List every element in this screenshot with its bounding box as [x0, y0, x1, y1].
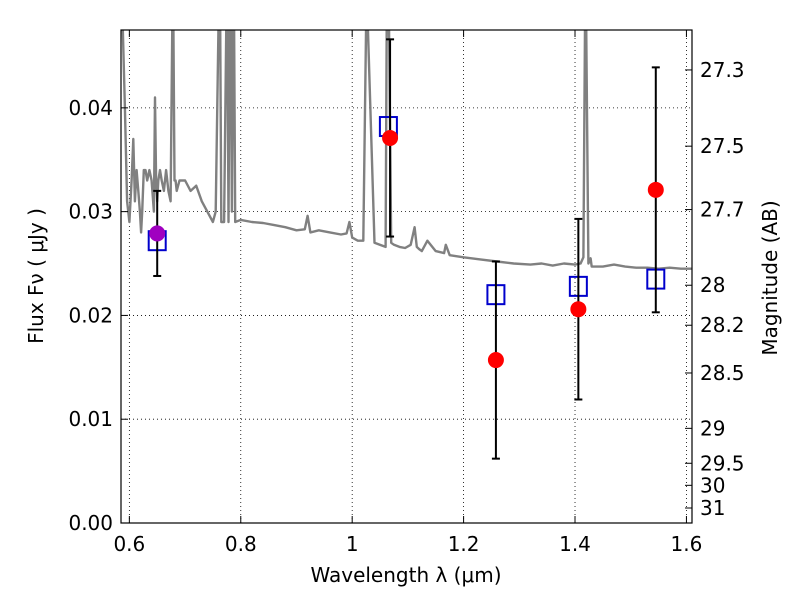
plot-background	[121, 30, 692, 523]
mag-tick-label: 29.5	[700, 451, 745, 475]
markers-layer	[147, 38, 666, 460]
y-axis-label: Flux Fν ( μJy )	[24, 208, 48, 344]
x-tick-label: 1.6	[671, 532, 703, 556]
y-tick-label: 0.03	[68, 200, 113, 224]
observed-flux-point	[149, 225, 166, 242]
mag-tick-label: 28	[700, 273, 725, 297]
spectrum-layer	[121, 30, 692, 270]
mag-tick-label: 28.2	[700, 313, 745, 337]
y-right-axis-label: Magnitude (AB)	[758, 200, 782, 355]
x-tick-label: 1.2	[448, 532, 480, 556]
mag-tick-label: 31	[700, 496, 725, 520]
x-tick-label: 1.4	[559, 532, 591, 556]
mag-tick-label: 27.7	[700, 198, 745, 222]
mag-tick-label: 29	[700, 416, 725, 440]
observed-flux-point	[487, 352, 504, 369]
x-axis-label: Wavelength λ (μm)	[310, 563, 501, 587]
mag-tick-label: 27.5	[700, 134, 745, 158]
mag-tick-label: 28.5	[700, 361, 745, 385]
observed-flux-point	[647, 181, 664, 198]
mag-tick-label: 30	[700, 473, 725, 497]
model-spectrum-line	[121, 30, 692, 270]
x-tick-label: 1	[346, 532, 359, 556]
y-tick-label: 0.02	[68, 303, 113, 327]
plot-frame	[120, 29, 693, 524]
observed-flux-point	[382, 129, 399, 146]
x-tick-label: 0.6	[113, 532, 145, 556]
y-tick-label: 0.04	[68, 96, 113, 120]
x-tick-label: 0.8	[225, 532, 257, 556]
observed-flux-point	[570, 301, 587, 318]
y-tick-label: 0.01	[68, 407, 113, 431]
y-tick-label: 0.00	[68, 511, 113, 535]
ticks-layer: 0.6 0.8 1 1.2 1.4 1.6 0.00 0.01 0.02 0.03 0.04 27.3…	[68, 30, 745, 556]
mag-tick-label: 27.3	[700, 58, 745, 82]
